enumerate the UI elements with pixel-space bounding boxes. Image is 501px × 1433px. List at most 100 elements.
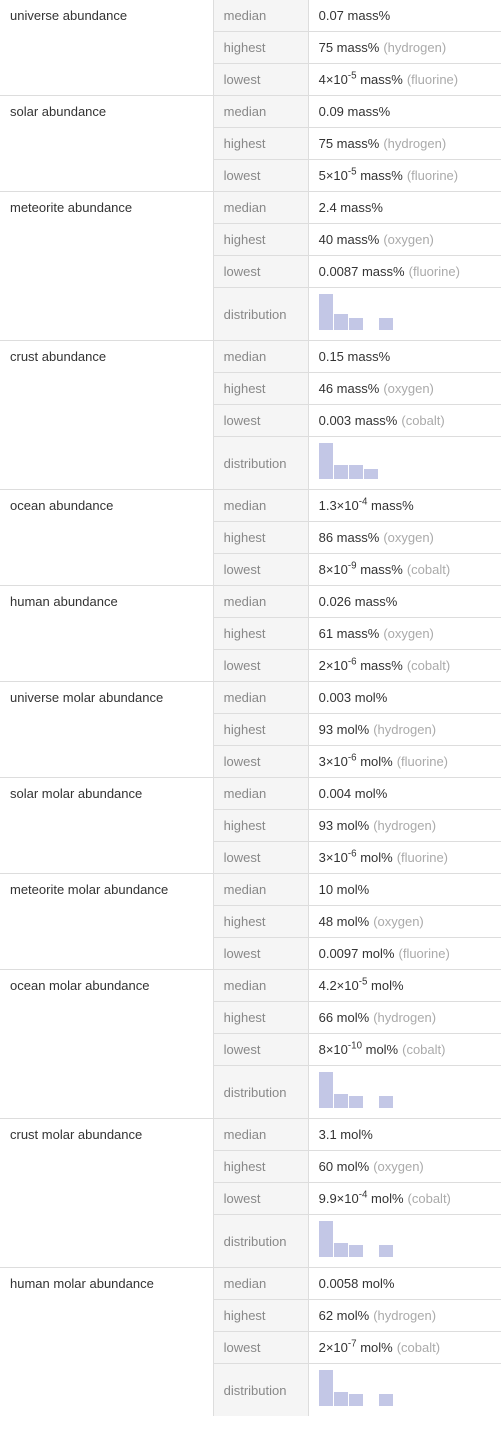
- value-cell: 8×10-9 mass%(cobalt): [308, 554, 501, 586]
- stat-label: median: [213, 192, 308, 224]
- stat-label: lowest: [213, 1332, 308, 1364]
- value-note: (hydrogen): [383, 40, 446, 55]
- value-text: 0.0087 mass%: [319, 264, 405, 279]
- stat-label: lowest: [213, 938, 308, 970]
- value-text: 0.026 mass%: [319, 594, 398, 609]
- value-text: 0.0058 mol%: [319, 1276, 395, 1291]
- value-cell: 0.0058 mol%: [308, 1268, 501, 1300]
- value-cell: 40 mass%(oxygen): [308, 224, 501, 256]
- value-cell: 0.004 mol%: [308, 778, 501, 810]
- group-label: universe abundance: [0, 0, 213, 96]
- value-text: 0.003 mol%: [319, 690, 388, 705]
- value-cell: 4.2×10-5 mol%: [308, 970, 501, 1002]
- value-note: (cobalt): [408, 1191, 451, 1206]
- stat-label: median: [213, 96, 308, 128]
- group-label: ocean molar abundance: [0, 970, 213, 1119]
- value-note: (oxygen): [383, 381, 434, 396]
- distribution-chart: [319, 1223, 491, 1259]
- value-text: 8×10-9 mass%: [319, 562, 403, 577]
- stat-label: distribution: [213, 1215, 308, 1268]
- stat-label: lowest: [213, 650, 308, 682]
- value-text: 0.09 mass%: [319, 104, 391, 119]
- value-note: (oxygen): [373, 914, 424, 929]
- stat-label: highest: [213, 810, 308, 842]
- value-text: 86 mass%: [319, 530, 380, 545]
- value-text: 0.0097 mol%: [319, 946, 395, 961]
- value-note: (oxygen): [383, 530, 434, 545]
- value-text: 3.1 mol%: [319, 1127, 373, 1142]
- stat-label: lowest: [213, 64, 308, 96]
- stat-label: highest: [213, 373, 308, 405]
- stat-label: highest: [213, 32, 308, 64]
- distribution-chart: [319, 296, 491, 332]
- value-text: 40 mass%: [319, 232, 380, 247]
- group-label: meteorite abundance: [0, 192, 213, 341]
- stat-label: lowest: [213, 160, 308, 192]
- value-cell: 75 mass%(hydrogen): [308, 128, 501, 160]
- value-text: 2×10-7 mol%: [319, 1340, 393, 1355]
- value-cell: 46 mass%(oxygen): [308, 373, 501, 405]
- value-note: (fluorine): [397, 754, 448, 769]
- value-text: 66 mol%: [319, 1010, 370, 1025]
- stat-label: highest: [213, 224, 308, 256]
- stat-label: lowest: [213, 405, 308, 437]
- value-note: (fluorine): [399, 946, 450, 961]
- value-cell: 86 mass%(oxygen): [308, 522, 501, 554]
- stat-label: median: [213, 874, 308, 906]
- value-text: 8×10-10 mol%: [319, 1042, 399, 1057]
- value-cell: [308, 1215, 501, 1268]
- value-cell: 0.15 mass%: [308, 341, 501, 373]
- value-cell: 3.1 mol%: [308, 1119, 501, 1151]
- group-label: ocean abundance: [0, 490, 213, 586]
- stat-label: median: [213, 586, 308, 618]
- stat-label: distribution: [213, 288, 308, 341]
- group-label: meteorite molar abundance: [0, 874, 213, 970]
- stat-label: lowest: [213, 1183, 308, 1215]
- value-cell: 93 mol%(hydrogen): [308, 714, 501, 746]
- group-label: crust molar abundance: [0, 1119, 213, 1268]
- stat-label: distribution: [213, 1364, 308, 1417]
- stat-label: median: [213, 970, 308, 1002]
- group-label: solar molar abundance: [0, 778, 213, 874]
- value-cell: 10 mol%: [308, 874, 501, 906]
- stat-label: highest: [213, 1002, 308, 1034]
- value-text: 4.2×10-5 mol%: [319, 978, 404, 993]
- stat-label: median: [213, 490, 308, 522]
- stat-label: lowest: [213, 842, 308, 874]
- value-text: 75 mass%: [319, 40, 380, 55]
- value-text: 10 mol%: [319, 882, 370, 897]
- stat-label: distribution: [213, 1066, 308, 1119]
- value-text: 93 mol%: [319, 818, 370, 833]
- value-text: 46 mass%: [319, 381, 380, 396]
- value-note: (oxygen): [373, 1159, 424, 1174]
- value-cell: 0.0097 mol% (fluorine): [308, 938, 501, 970]
- value-text: 4×10-5 mass%: [319, 72, 403, 87]
- value-cell: [308, 437, 501, 490]
- value-cell: 3×10-6 mol%(fluorine): [308, 746, 501, 778]
- value-note: (hydrogen): [373, 818, 436, 833]
- value-cell: 48 mol%(oxygen): [308, 906, 501, 938]
- value-cell: 75 mass%(hydrogen): [308, 32, 501, 64]
- stat-label: lowest: [213, 256, 308, 288]
- value-note: (hydrogen): [373, 1308, 436, 1323]
- value-text: 62 mol%: [319, 1308, 370, 1323]
- value-note: (hydrogen): [373, 722, 436, 737]
- value-note: (cobalt): [407, 658, 450, 673]
- value-note: (oxygen): [383, 626, 434, 641]
- value-cell: 93 mol%(hydrogen): [308, 810, 501, 842]
- stat-label: highest: [213, 906, 308, 938]
- stat-label: highest: [213, 618, 308, 650]
- group-label: human molar abundance: [0, 1268, 213, 1417]
- stat-label: median: [213, 778, 308, 810]
- value-text: 2.4 mass%: [319, 200, 383, 215]
- stat-label: median: [213, 341, 308, 373]
- value-text: 0.15 mass%: [319, 349, 391, 364]
- value-cell: 62 mol%(hydrogen): [308, 1300, 501, 1332]
- value-text: 2×10-6 mass%: [319, 658, 403, 673]
- value-cell: 61 mass%(oxygen): [308, 618, 501, 650]
- value-note: (fluorine): [409, 264, 460, 279]
- value-cell: 2.4 mass%: [308, 192, 501, 224]
- stat-label: median: [213, 682, 308, 714]
- value-cell: 9.9×10-4 mol%(cobalt): [308, 1183, 501, 1215]
- value-cell: 0.026 mass%: [308, 586, 501, 618]
